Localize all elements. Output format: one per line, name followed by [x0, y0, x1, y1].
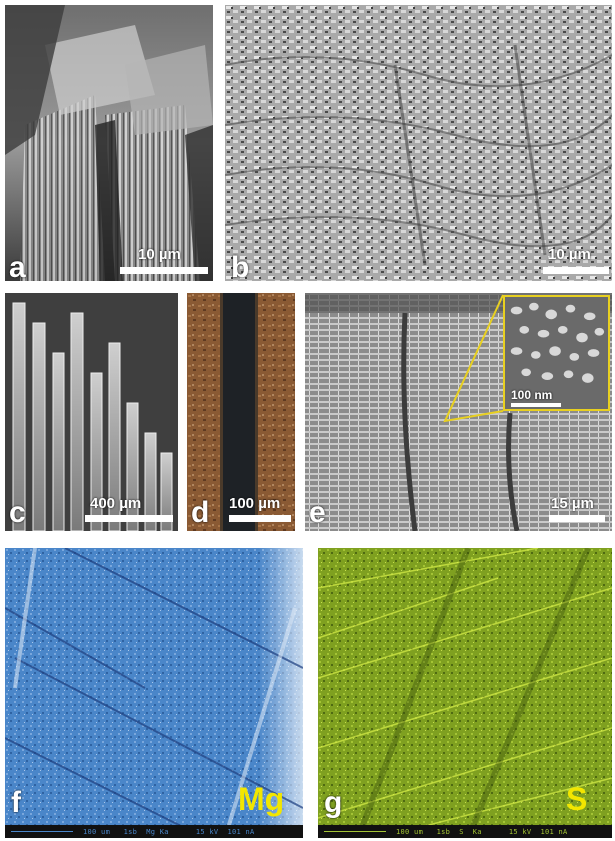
panel-a-scale-label: 10 µm [138, 246, 181, 263]
panel-g-footer-scale-line [324, 831, 386, 832]
panel-e-sem-image: 100 nm e 15 µm [305, 293, 612, 531]
panel-e-letter: e [309, 496, 326, 529]
panel-e-inset: 100 nm [503, 295, 610, 411]
panel-c-micrograph [5, 293, 178, 531]
panel-g-letter: g [324, 786, 343, 819]
panel-a-micrograph [5, 5, 213, 281]
panel-b-scale-label: 10 µm [548, 246, 591, 263]
panel-g-footer-text: 100 um 1sb S Ka 15 kV 101 nA [396, 827, 568, 836]
panel-e-inset-scale-label: 100 nm [511, 388, 553, 402]
panel-f-footer-scale-line [11, 831, 73, 832]
panel-f-mg-map: f Mg 100 um 1sb Mg Ka 15 kV 101 nA [5, 548, 303, 838]
panel-g-s-map: g S 100 um 1sb S Ka 15 kV 101 nA [318, 548, 612, 838]
panel-b-scale-bar [543, 267, 609, 274]
panel-c-sem-image: c 400 µm [5, 293, 178, 531]
panel-d-scale-bar [229, 515, 291, 522]
panel-d-scale-label: 100 µm [229, 495, 281, 512]
panel-e-scale-bar [549, 515, 605, 522]
panel-c-scale-label: 400 µm [90, 495, 142, 512]
panel-f-letter: f [11, 786, 21, 819]
panel-d-optical-image: d 100 µm [187, 293, 295, 531]
panel-e-inset-scale-bar [511, 403, 561, 407]
panel-f-footer-bar: 100 um 1sb Mg Ka 15 kV 101 nA [5, 825, 303, 838]
panel-g-footer-bar: 100 um 1sb S Ka 15 kV 101 nA [318, 825, 612, 838]
panel-e-scale-label: 15 µm [551, 495, 594, 512]
panel-c-scale-bar [85, 515, 173, 522]
panel-e-inset-micrograph [505, 297, 608, 409]
panel-c-letter: c [9, 496, 26, 529]
panel-f-element-label: Mg [238, 781, 285, 817]
panel-g-elemental-map [318, 548, 612, 838]
panel-a-sem-image: a 10 µm [5, 5, 213, 281]
panel-g-element-label: S [566, 781, 588, 817]
panel-d-micrograph [187, 293, 295, 531]
panel-a-scale-bar [120, 267, 208, 274]
panel-d-letter: d [191, 496, 210, 529]
panel-a-letter: a [9, 251, 26, 282]
panel-b-sem-image: b 10 µm [225, 5, 612, 281]
panel-b-micrograph [225, 5, 612, 281]
panel-f-footer-text: 100 um 1sb Mg Ka 15 kV 101 nA [83, 827, 255, 836]
panel-e-zoom-callout [443, 294, 504, 423]
panel-f-elemental-map [5, 548, 303, 838]
panel-b-letter: b [231, 251, 250, 282]
